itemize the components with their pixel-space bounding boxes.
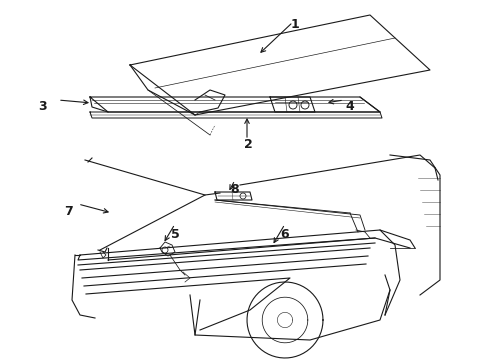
Text: 7: 7 (64, 205, 73, 218)
Text: 8: 8 (231, 183, 239, 196)
Text: 5: 5 (171, 228, 179, 241)
Text: 1: 1 (291, 18, 299, 31)
Text: 3: 3 (38, 100, 47, 113)
Text: 2: 2 (244, 138, 252, 151)
Text: 6: 6 (281, 228, 289, 241)
Text: 4: 4 (345, 100, 354, 113)
